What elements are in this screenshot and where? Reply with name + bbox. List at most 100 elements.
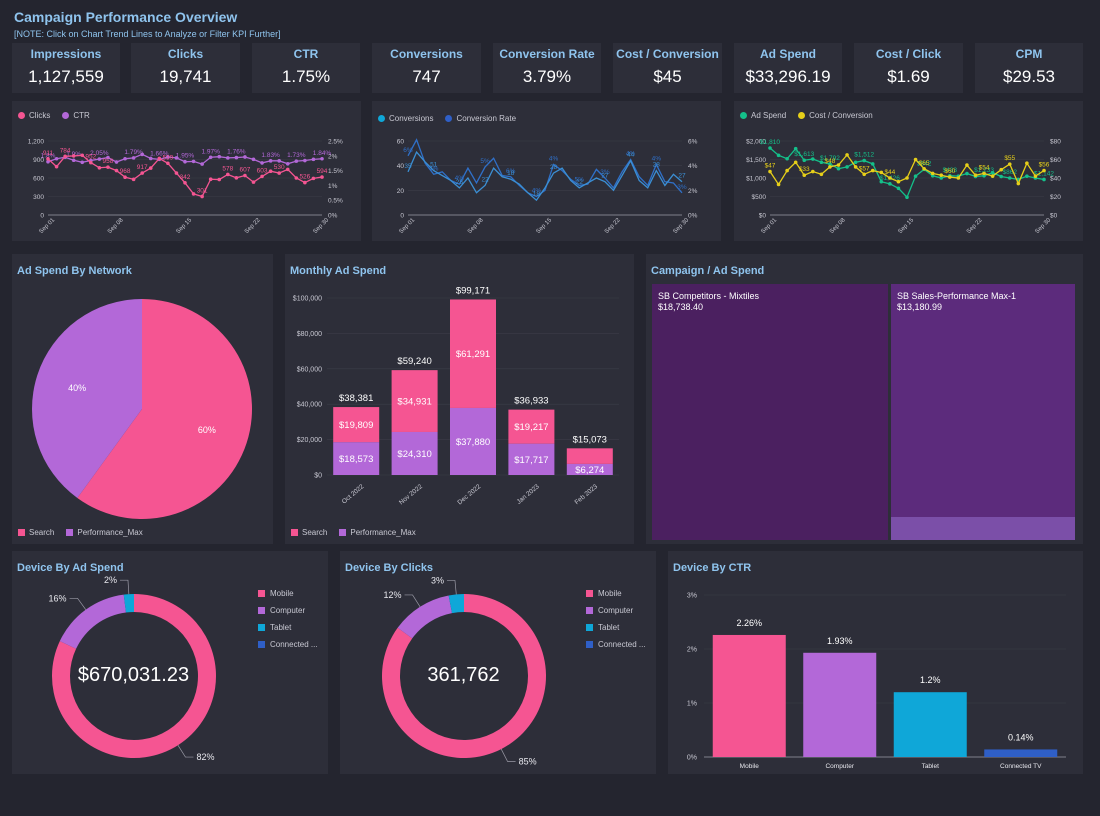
clicks-point xyxy=(46,157,50,161)
legend-item-clicks[interactable]: Clicks xyxy=(18,111,50,120)
legend-item-mobile[interactable]: Mobile xyxy=(258,585,318,602)
donut-legend: Mobile Computer Tablet Connected ... xyxy=(586,585,646,653)
y-tick-label: $80,000 xyxy=(297,331,322,338)
campaign-treemap-card[interactable]: Campaign / Ad Spend SB Competitors - Mix… xyxy=(646,254,1083,544)
clicks-data-label: 594 xyxy=(317,168,328,175)
legend-item-tablet[interactable]: Tablet xyxy=(586,619,646,636)
ad-spend-point xyxy=(990,170,995,175)
monthly-bar-chart[interactable]: $0 $20,000 $40,000 $60,000 $80,000 $100,000 $1… xyxy=(285,254,634,544)
cost-per-conversion-point xyxy=(982,171,986,176)
y-tick-label: $500 xyxy=(752,194,767,201)
cost-per-conversion-point xyxy=(956,176,961,180)
spend-trend-card[interactable]: Ad Spend Cost / Conversion $0 $500 $1,000 $… xyxy=(734,101,1083,241)
legend-item-mobile[interactable]: Mobile xyxy=(586,585,646,602)
device-spend-donut[interactable]: 82% 16% 2% xyxy=(12,551,328,774)
legend-item-search[interactable]: Search xyxy=(18,528,54,537)
x-tick-label: Tablet xyxy=(922,763,940,770)
legend-item-connected-tv[interactable]: Connected ... xyxy=(258,636,318,653)
ctr-point xyxy=(191,159,196,164)
legend-item-performance-max[interactable]: Performance_Max xyxy=(66,528,143,537)
conversions-trend-card[interactable]: Conversions Conversion Rate 0 20 40 60 0% 2% 4… xyxy=(372,101,721,241)
clicks-ctr-trend-card[interactable]: Clicks CTR 0 300 600 900 1,200 0% 0.5% 1% 1.5% 2%… xyxy=(12,101,361,241)
clicks-point xyxy=(243,173,247,178)
legend-item-performance-max[interactable]: Performance_Max xyxy=(339,528,416,537)
kpi-card-conversions[interactable]: Conversions 747 xyxy=(372,43,481,93)
kpi-card-impressions[interactable]: Impressions 1,127,559 xyxy=(12,43,120,93)
cost-per-conversion-point xyxy=(1016,181,1021,186)
legend-label: Search xyxy=(302,528,328,537)
legend-item-conversions[interactable]: Conversions xyxy=(378,114,433,123)
ad-spend-point xyxy=(828,162,832,166)
donut-leader-line xyxy=(446,580,457,595)
legend-swatch xyxy=(291,529,298,536)
clicks-point xyxy=(166,161,170,166)
clicks-data-label: 342 xyxy=(180,174,191,181)
bar-data-label: $61,291 xyxy=(456,349,490,360)
conversions-data-label: 51 xyxy=(430,162,438,169)
y-tick-label: 0 xyxy=(400,213,404,220)
legend-item-computer[interactable]: Computer xyxy=(586,602,646,619)
network-pie-card[interactable]: Ad Spend By Network 60% 40% Search Perfor… xyxy=(12,254,273,544)
treemap-tile-other[interactable] xyxy=(891,517,1075,540)
device-clicks-card[interactable]: Device By Clicks 85% 12% 3% 361,762 Mobile… xyxy=(340,551,656,774)
ctr-point xyxy=(285,161,290,166)
legend-item-ad-spend[interactable]: Ad Spend xyxy=(740,111,786,120)
conversions-line-chart[interactable]: 0 20 40 60 0% 2% 4% 6% Sep 01 Sep 08 Sep 15 Sep 22 S… xyxy=(372,101,721,241)
monthly-spend-card[interactable]: Monthly Ad Spend $0 $20,000 $40,000 $60,000… xyxy=(285,254,634,544)
legend-item-tablet[interactable]: Tablet xyxy=(258,619,318,636)
bar-performance-max xyxy=(333,442,380,475)
clicks-data-label: 911 xyxy=(43,150,54,157)
cost-per-conversion-point xyxy=(862,172,866,177)
kpi-card-ctr[interactable]: CTR 1.75% xyxy=(252,43,360,93)
treemap-tile-mixtiles[interactable]: SB Competitors - Mixtiles $18,738.40 xyxy=(652,284,888,540)
legend-item-connected-tv[interactable]: Connected ... xyxy=(586,636,646,653)
bar-total-label: $36,933 xyxy=(514,396,548,407)
legend-item-ctr[interactable]: CTR xyxy=(62,111,90,120)
kpi-label: Cost / Conversion xyxy=(616,47,719,61)
kpi-card-ad-spend[interactable]: Ad Spend $33,296.19 xyxy=(734,43,842,93)
legend-label: Connected ... xyxy=(598,640,646,649)
clicks-point xyxy=(123,175,127,179)
legend-item-conversion-rate[interactable]: Conversion Rate xyxy=(445,114,516,123)
clicks-point xyxy=(63,154,67,159)
spend-line-chart[interactable]: $0 $500 $1,000 $1,500 $2,000 $0 $20 $40 $60 $80 Se… xyxy=(734,101,1083,241)
bar-data-label: $6,274 xyxy=(575,465,604,476)
legend-item-search[interactable]: Search xyxy=(291,528,327,537)
y-tick-label: 1% xyxy=(687,701,697,708)
kpi-value: $29.53 xyxy=(1003,67,1055,86)
x-tick-label: Sep 15 xyxy=(175,217,193,235)
kpi-card-clicks[interactable]: Clicks 19,741 xyxy=(131,43,240,93)
cost-per-conversion-point xyxy=(776,182,781,187)
device-clicks-donut[interactable]: 85% 12% 3% xyxy=(340,551,656,774)
kpi-card-cost-per-click[interactable]: Cost / Click $1.69 xyxy=(854,43,963,93)
legend-swatch xyxy=(586,590,593,597)
conversion-rate-data-label: 3% xyxy=(677,184,687,191)
ad-spend-point xyxy=(836,166,841,171)
conversions-data-label: 28 xyxy=(550,164,558,171)
legend-label: CTR xyxy=(73,111,90,120)
ad-spend-point xyxy=(845,165,849,169)
y-tick-label: 600 xyxy=(33,176,44,183)
legend-item-computer[interactable]: Computer xyxy=(258,602,318,619)
ctr-point xyxy=(294,159,299,163)
bar-data-label: $34,931 xyxy=(397,397,431,408)
network-pie-chart[interactable]: 60% 40% xyxy=(12,254,273,544)
bar-search xyxy=(508,409,555,444)
device-spend-card[interactable]: Device By Ad Spend 82% 16% 2% $670,031.23 … xyxy=(12,551,328,774)
legend-item-cost-per-conversion[interactable]: Cost / Conversion xyxy=(798,111,873,120)
kpi-card-cpm[interactable]: CPM $29.53 xyxy=(975,43,1083,93)
legend-swatch xyxy=(18,529,25,536)
device-ctr-card[interactable]: Device By CTR 0% 1% 2% 3% 2.26% Mobile 1.93% Co… xyxy=(668,551,1083,774)
clicks-point xyxy=(285,167,290,172)
kpi-card-cost-per-conversion[interactable]: Cost / Conversion $45 xyxy=(613,43,722,93)
clicks-data-label: 530 xyxy=(274,164,285,171)
treemap-tile-performance-max[interactable]: SB Sales-Performance Max-1 $13,180.99 xyxy=(891,284,1075,517)
pie-slice xyxy=(77,299,253,519)
device-ctr-bar-chart[interactable]: 0% 1% 2% 3% 2.26% Mobile 1.93% Computer 1.2% Tabl… xyxy=(668,551,1083,774)
bar-data-label: 1.93% xyxy=(827,636,853,646)
kpi-card-conversion-rate[interactable]: Conversion Rate 3.79% xyxy=(493,43,601,93)
ctr-data-label: 2.05% xyxy=(90,150,109,157)
y-tick-label: 60 xyxy=(397,139,405,146)
cost-per-conversion-point xyxy=(853,165,858,169)
clicks-ctr-line-chart[interactable]: 0 300 600 900 1,200 0% 0.5% 1% 1.5% 2% 2.5% Sep 01 S… xyxy=(12,101,361,241)
